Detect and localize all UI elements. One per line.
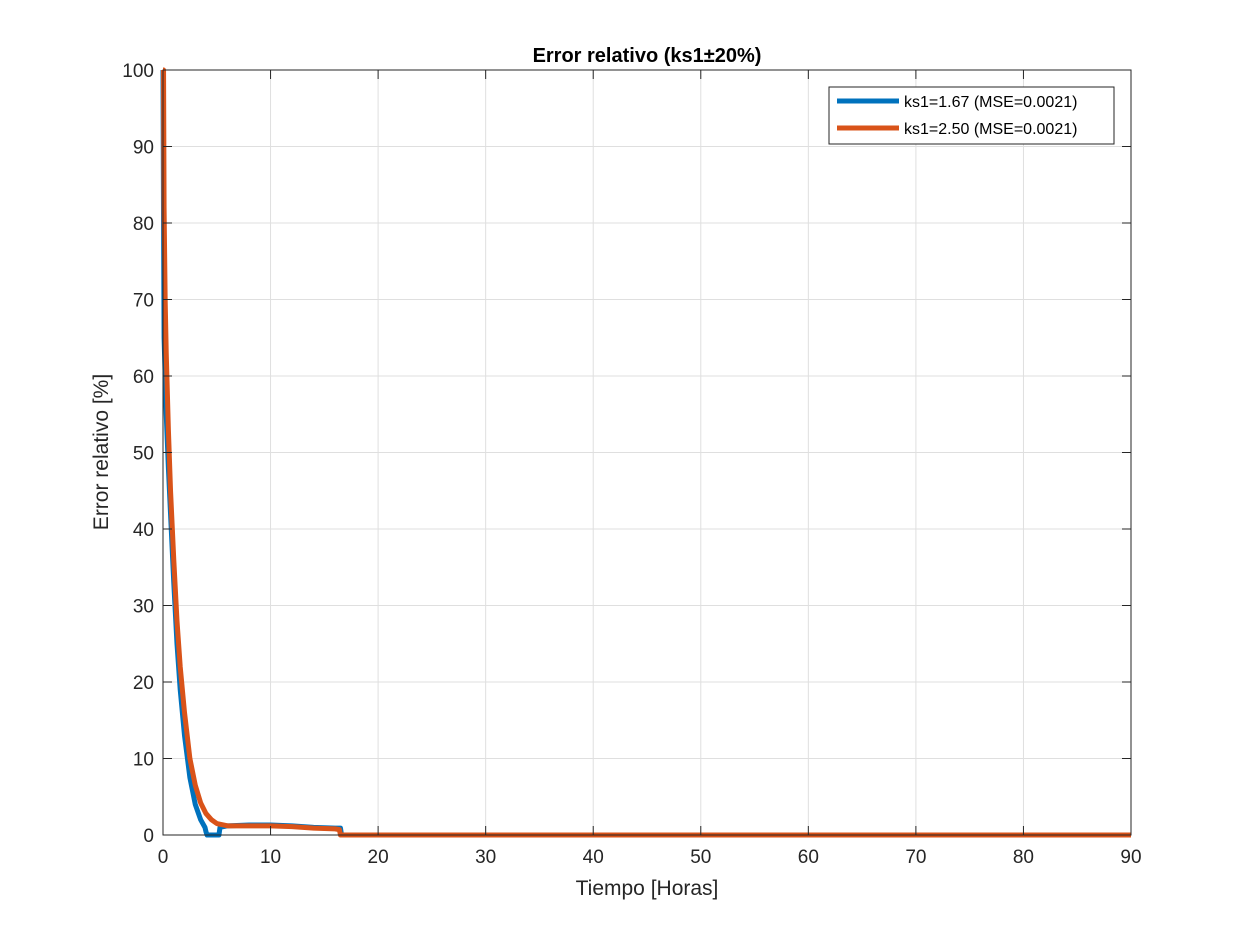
grid-lines bbox=[163, 70, 1131, 835]
x-tick-label: 60 bbox=[798, 847, 819, 868]
x-tick-label: 90 bbox=[1120, 847, 1141, 868]
y-tick-label: 10 bbox=[133, 750, 154, 771]
y-tick-label: 50 bbox=[133, 444, 154, 465]
x-tick-label: 10 bbox=[260, 847, 281, 868]
x-tick-label: 50 bbox=[690, 847, 711, 868]
y-tick-label: 20 bbox=[133, 673, 154, 694]
y-tick-label: 90 bbox=[133, 138, 154, 159]
x-tick-label: 70 bbox=[905, 847, 926, 868]
series-lines bbox=[160, 67, 1131, 838]
x-tick-label: 20 bbox=[368, 847, 389, 868]
y-tick-label: 80 bbox=[133, 214, 154, 235]
chart-title: Error relativo (ks1±20%) bbox=[533, 45, 762, 67]
x-axis-label: Tiempo [Horas] bbox=[576, 877, 719, 900]
y-tick-label: 40 bbox=[133, 520, 154, 541]
x-tick-label: 30 bbox=[475, 847, 496, 868]
y-tick-label: 100 bbox=[122, 61, 154, 82]
legend-box bbox=[828, 86, 1115, 145]
y-tick-label: 0 bbox=[143, 826, 154, 847]
y-tick-label: 30 bbox=[133, 597, 154, 618]
legend-label-series-2: ks1=2.50 (MSE=0.0021) bbox=[904, 121, 1077, 138]
axis-ticks: 0 10 20 30 40 50 60 70 80 90 0 10 20 30 40 50 60 70 80 90 10… bbox=[122, 61, 1141, 868]
x-tick-label: 0 bbox=[158, 847, 169, 868]
legend-label-series-1: ks1=1.67 (MSE=0.0021) bbox=[904, 94, 1077, 111]
x-tick-label: 40 bbox=[583, 847, 604, 868]
y-tick-label: 60 bbox=[133, 367, 154, 388]
legend[interactable]: ks1=1.67 (MSE=0.0021) ks1=2.50 (MSE=0.00… bbox=[828, 86, 1115, 145]
series-line-2 bbox=[161, 67, 1131, 838]
y-axis-label: Error relativo [%] bbox=[90, 374, 113, 530]
y-tick-label: 70 bbox=[133, 291, 154, 312]
x-tick-label: 80 bbox=[1013, 847, 1034, 868]
